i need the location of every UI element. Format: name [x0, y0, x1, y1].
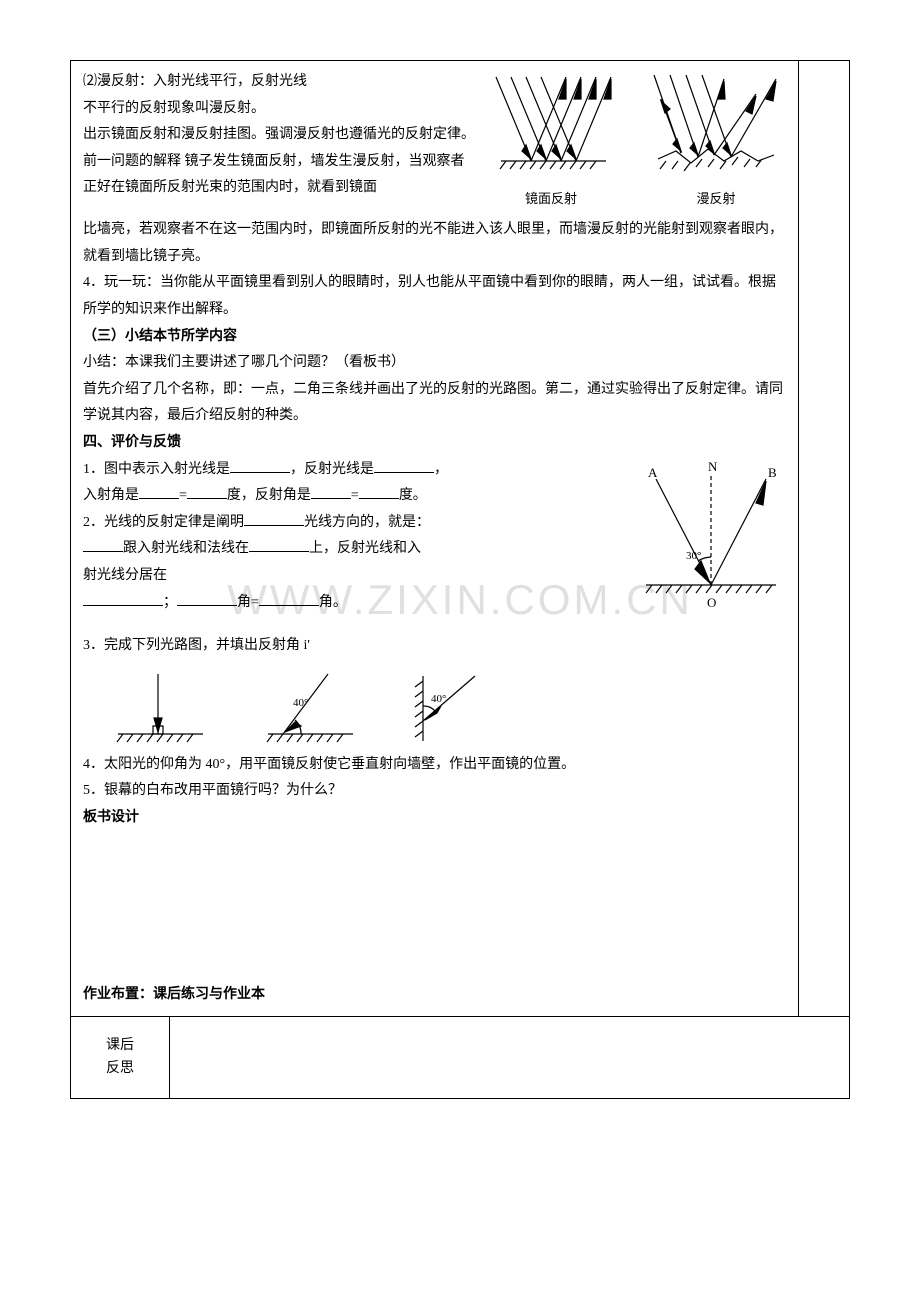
- side-column: [798, 61, 849, 1016]
- main-content: 镜面反射: [71, 61, 798, 1016]
- q3: 3．完成下列光路图，并填出反射角 i': [83, 633, 786, 660]
- svg-text:30°: 30°: [686, 550, 701, 562]
- sec3-p2: 首先介绍了几个名称，即：一点，二角三条线并画出了光的反射的光路图。第二，通过实验…: [83, 377, 786, 430]
- angle-diagram: N A B O 30°: [626, 457, 786, 628]
- section4-title: 四、评价与反馈: [83, 430, 786, 457]
- diffuse-caption: 漫反射: [646, 187, 786, 212]
- footer-content: [170, 1017, 849, 1098]
- diagram-40-vertical-icon: 40°: [403, 666, 493, 746]
- svg-text:N: N: [708, 459, 718, 474]
- diagram-40-horizontal-icon: 40°: [253, 666, 363, 746]
- svg-text:40°: 40°: [431, 693, 446, 705]
- homework-title: 作业布置：课后练习与作业本: [83, 982, 786, 1009]
- board-title: 板书设计: [83, 805, 786, 832]
- light-path-diagrams: 40° 40°: [103, 666, 786, 746]
- q5: 5．银幕的白布改用平面镜行吗？为什么？: [83, 778, 786, 805]
- diffuse-reflection-icon: [646, 69, 786, 174]
- diagram-vertical-icon: [103, 666, 213, 746]
- section3-title: （三）小结本节所学内容: [83, 324, 786, 351]
- para-explain-2: 比墙亮，若观察者不在这一范围内时，即镜面所反射的光不能进入该人眼里，而墙漫反射的…: [83, 217, 786, 270]
- sec3-p1: 小结：本课我们主要讲述了哪几个问题？（看板书）: [83, 350, 786, 377]
- q4: 4．太阳光的仰角为 40°，用平面镜反射使它垂直射向墙壁，作出平面镜的位置。: [83, 752, 786, 779]
- footer-label: 课后反思: [71, 1017, 170, 1098]
- document-border: 镜面反射: [70, 60, 850, 1099]
- svg-text:B: B: [768, 465, 777, 480]
- svg-text:O: O: [707, 595, 716, 610]
- board-space: [83, 832, 786, 982]
- svg-text:40°: 40°: [293, 697, 308, 709]
- svg-text:A: A: [648, 465, 658, 480]
- footer-row: 课后反思: [71, 1016, 849, 1098]
- reflection-diagrams: 镜面反射: [486, 69, 786, 211]
- para-play: 4．玩一玩：当你能从平面镜里看到别人的眼睛时，别人也能从平面镜中看到你的眼睛，两…: [83, 270, 786, 323]
- specular-reflection-icon: [486, 69, 616, 174]
- specular-caption: 镜面反射: [486, 187, 616, 212]
